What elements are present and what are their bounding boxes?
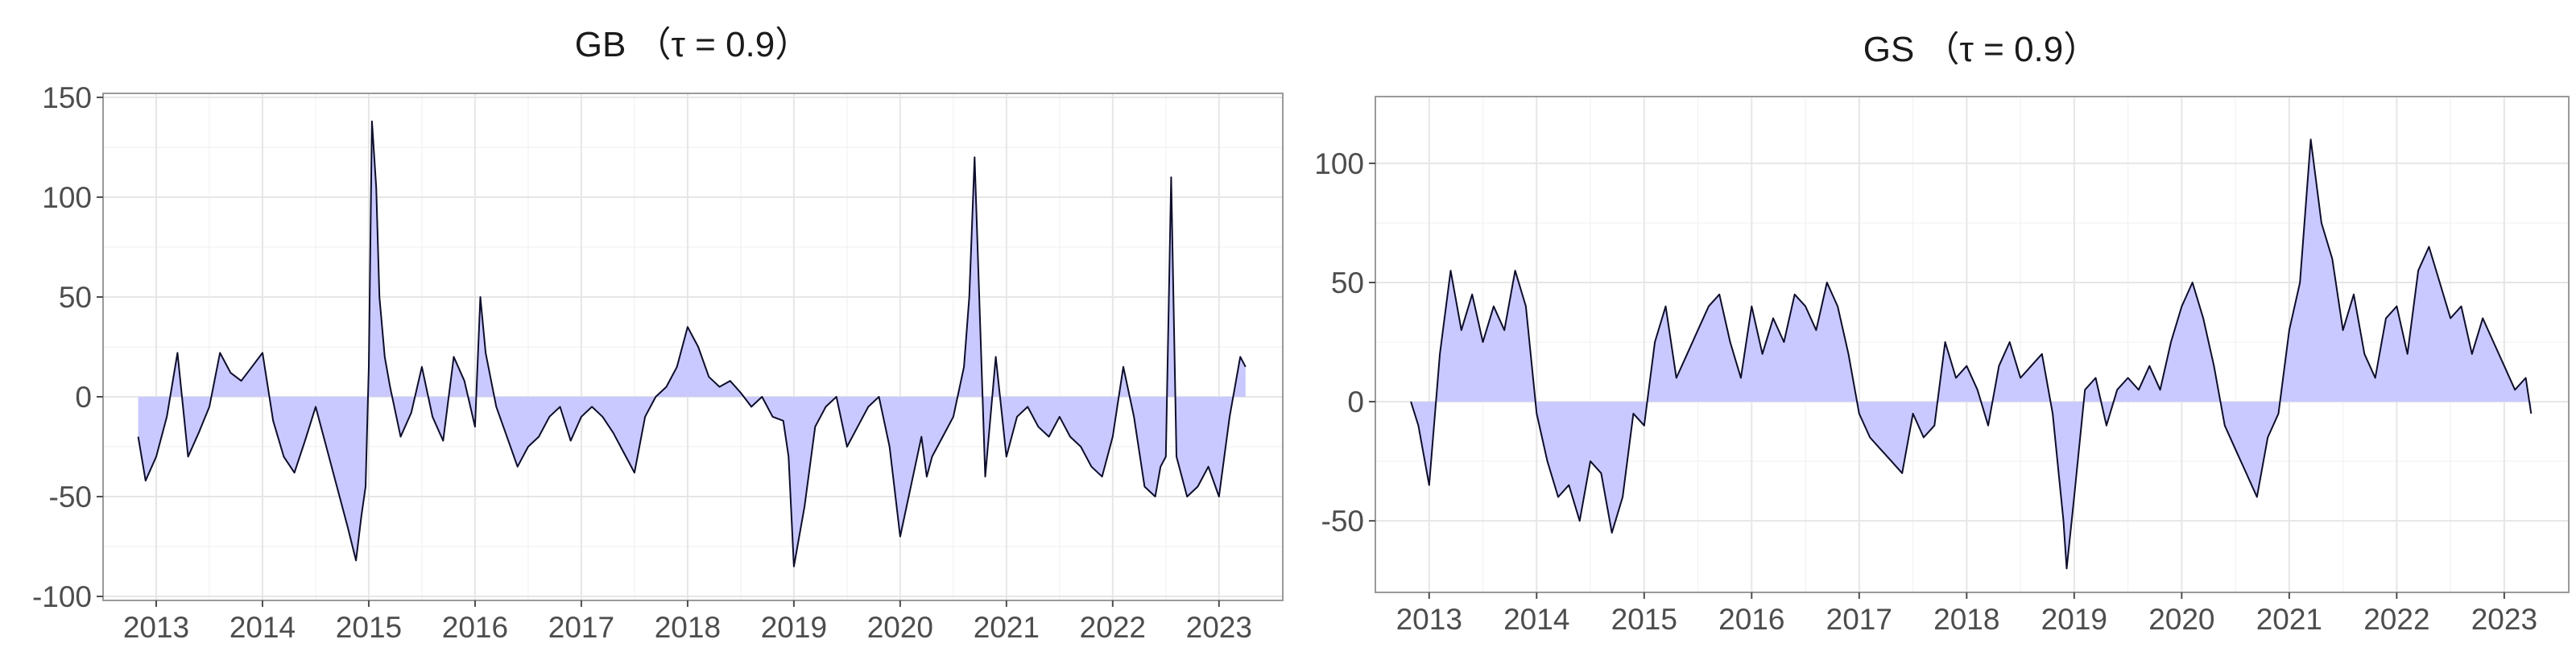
gs-y-tick-label: -50: [1321, 505, 1364, 538]
gb-y-tick-label: 100: [42, 181, 92, 214]
gb-y-tick-label: 0: [75, 381, 92, 414]
gs-x-tick-label: 2020: [2148, 603, 2214, 636]
gs-x-tick-label: 2018: [1933, 603, 1999, 636]
gs-plot-frame: [1375, 96, 2570, 593]
gs-x-tick-label: 2022: [2363, 603, 2429, 636]
gb-x-tick-label: 2020: [867, 611, 933, 644]
gs-x-tick-label: 2013: [1396, 603, 1462, 636]
gb-chart-svg: GB （τ = 0.9） -100 -50 0 50 100 150 2013 2014 2015…: [32, 25, 1284, 644]
gb-x-tick-label: 2021: [974, 611, 1040, 644]
gs-chart-title: GS （τ = 0.9）: [1863, 30, 2099, 69]
gb-y-tick-label: -100: [32, 580, 92, 613]
gs-series-area: [1411, 139, 2532, 569]
gb-y-tick-label: 50: [59, 281, 92, 314]
gb-x-tick-label: 2023: [1186, 611, 1252, 644]
gb-series-area: [138, 121, 1246, 567]
gb-x-tick-label: 2013: [123, 611, 189, 644]
gb-x-tick-label: 2014: [229, 611, 296, 644]
gs-chart-svg: GS （τ = 0.9） -50 0 50 100 2013 2014 2015 2016 201…: [1314, 30, 2570, 636]
gb-x-tick-label: 2017: [548, 611, 614, 644]
gs-x-tick-label: 2021: [2256, 603, 2322, 636]
gb-y-tick-label: -50: [49, 480, 92, 513]
chart-panel-gs: GS （τ = 0.9） -50 0 50 100 2013 2014 2015 2016 201…: [1288, 0, 2576, 664]
gs-x-tick-label: 2016: [1718, 603, 1784, 636]
gs-series-line: [1410, 138, 2533, 570]
gb-y-tick-label: 150: [42, 81, 92, 114]
gs-x-tick-label: 2015: [1611, 603, 1677, 636]
gs-x-tick-label: 2014: [1503, 603, 1569, 636]
gs-y-tick-label: 50: [1331, 266, 1364, 299]
gb-chart-title: GB （τ = 0.9）: [575, 25, 811, 64]
gs-x-tick-label: 2019: [2041, 603, 2107, 636]
gb-plot-border: [102, 93, 1284, 601]
gb-x-tick-label: 2015: [336, 611, 402, 644]
gb-series-line: [137, 120, 1247, 567]
chart-panel-gb: GB （τ = 0.9） -100 -50 0 50 100 150 2013 2014 2015…: [32, 25, 1284, 644]
gs-plot-border: [1375, 96, 2570, 593]
gs-x-tick-label: 2023: [2471, 603, 2537, 636]
gb-x-tick-label: 2016: [442, 611, 508, 644]
gs-x-tick-label: 2017: [1826, 603, 1892, 636]
gs-y-tick-label: 0: [1347, 386, 1364, 419]
gb-x-tick-label: 2022: [1080, 611, 1146, 644]
gb-x-tick-label: 2018: [655, 611, 721, 644]
gs-y-tick-label: 100: [1314, 147, 1364, 180]
gb-x-tick-label: 2019: [761, 611, 827, 644]
